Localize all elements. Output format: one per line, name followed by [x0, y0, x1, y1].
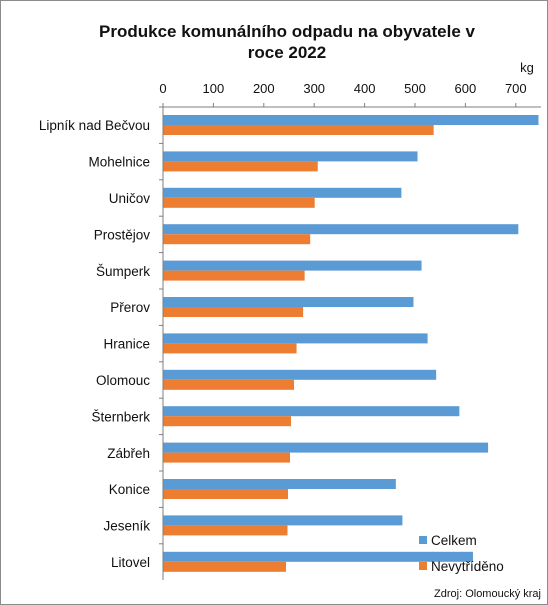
bar-celkem-konice: [163, 479, 396, 489]
axis-unit-label: kg: [520, 60, 534, 75]
category-label-mohelnice: Mohelnice: [88, 155, 150, 170]
category-labels: Lipník nad Bečvou Mohelnice Uničov Prostějo…: [39, 106, 163, 570]
bar-nevytrideno-litovel: [163, 561, 286, 572]
bar-nevytrideno-olomouc: [163, 379, 295, 390]
bar-nevytrideno-zabreh: [163, 452, 291, 463]
x-axis-ticks: 0 100 200 300 400 500 600 700: [159, 81, 527, 107]
category-label-sternberk: Šternberk: [91, 409, 150, 424]
category-label-konice: Konice: [109, 482, 150, 497]
category-label-unicov: Uničov: [109, 191, 151, 206]
bar-celkem-prostejov: [163, 224, 519, 235]
bars: [163, 115, 539, 572]
category-label-prerov: Přerov: [110, 300, 150, 315]
category-label-zabreh: Zábřeh: [107, 446, 150, 461]
legend-label-nevytrideno: Nevytříděno: [431, 559, 504, 574]
bar-celkem-zabreh: [163, 442, 489, 453]
bar-nevytrideno-sumperk: [163, 270, 305, 281]
chart-title-line-2: roce 2022: [248, 43, 326, 62]
x-tick-label-0: 0: [159, 81, 166, 96]
bar-celkem-hranice: [163, 333, 428, 344]
category-label-litovel: Litovel: [111, 555, 150, 570]
bar-nevytrideno-unicov: [163, 197, 315, 208]
category-label-hranice: Hranice: [103, 337, 150, 352]
x-tick-label-700: 700: [505, 81, 527, 96]
bar-celkem-lipnik-nad-becvou: [163, 115, 539, 125]
x-tick-label-500: 500: [404, 81, 426, 96]
source-note: Zdroj: Olomoucký kraj: [434, 588, 541, 600]
bar-celkem-mohelnice: [163, 151, 418, 162]
x-tick-label-400: 400: [354, 81, 376, 96]
bar-celkem-litovel: [163, 551, 473, 562]
x-tick-label-600: 600: [455, 81, 477, 96]
legend-label-celkem: Celkem: [431, 533, 477, 548]
bar-celkem-olomouc: [163, 369, 437, 380]
category-label-olomouc: Olomouc: [96, 373, 150, 388]
legend: Celkem Nevytříděno: [419, 533, 504, 574]
bar-nevytrideno-prerov: [163, 307, 304, 317]
bar-celkem-sternberk: [163, 406, 460, 417]
bar-celkem-prerov: [163, 297, 414, 307]
bar-nevytrideno-jesenik: [163, 525, 288, 536]
category-label-sumperk: Šumperk: [96, 264, 150, 279]
bar-celkem-jesenik: [163, 515, 403, 526]
legend-swatch-nevytrideno: [419, 562, 427, 570]
bar-celkem-unicov: [163, 187, 402, 198]
bar-celkem-sumperk: [163, 260, 422, 271]
bar-nevytrideno-mohelnice: [163, 161, 318, 172]
chart-title-line-1: Produkce komunálního odpadu na obyvatele…: [99, 22, 476, 41]
bar-nevytrideno-lipnik-nad-becvou: [163, 125, 434, 135]
x-tick-label-200: 200: [253, 81, 275, 96]
bar-nevytrideno-prostejov: [163, 234, 311, 245]
category-label-jesenik: Jeseník: [103, 519, 150, 534]
bar-nevytrideno-sternberk: [163, 416, 292, 427]
bar-nevytrideno-konice: [163, 489, 288, 499]
bar-nevytrideno-hranice: [163, 343, 297, 354]
category-label-lipnik-nad-becvou: Lipník nad Bečvou: [39, 118, 150, 133]
x-tick-label-100: 100: [203, 81, 225, 96]
legend-swatch-celkem: [419, 536, 427, 544]
x-tick-label-300: 300: [303, 81, 325, 96]
category-label-prostejov: Prostějov: [94, 227, 151, 242]
